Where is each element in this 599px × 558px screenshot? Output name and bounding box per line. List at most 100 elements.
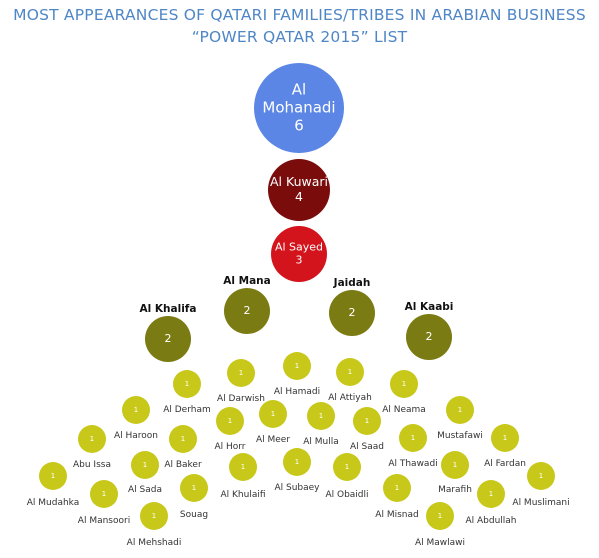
bubble-al-muslimani: 1 Al Muslimani <box>512 462 570 508</box>
bubble-circle-al-saad <box>353 407 381 435</box>
bubble-value-al-mansoori: 1 <box>102 490 106 498</box>
bubble-name-souag: Souag <box>180 510 208 520</box>
bubble-al-darwish: 1 Al Darwish <box>217 359 265 404</box>
bubble-al-obaidli: 1 Al Obaidli <box>325 453 369 500</box>
bubble-name-al-hamadi: Al Hamadi <box>274 387 320 397</box>
bubble-al-mawlawi: 1 Al Mawlawi <box>415 502 465 548</box>
bubble-value-al-darwish: 1 <box>239 369 243 377</box>
bubble-name-al-kuwari: Al Kuwari <box>270 174 328 189</box>
bubble-value-al-sada: 1 <box>143 461 147 469</box>
bubble-souag: 1 Souag <box>180 474 208 520</box>
bubble-value-abu-issa: 1 <box>90 435 94 443</box>
bubble-circle-al-sayed <box>271 226 327 282</box>
bubble-name-al-khulaifi: Al Khulaifi <box>220 490 265 500</box>
bubble-name-al-obaidli: Al Obaidli <box>325 490 368 500</box>
bubble-value-al-abdullah: 1 <box>489 490 493 498</box>
bubble-name-al-haroon: Al Haroon <box>114 431 158 441</box>
bubble-name-al-mansoori: Al Mansoori <box>78 516 130 526</box>
bubble-al-hamadi: 1 Al Hamadi <box>274 352 320 397</box>
bubble-al-derham: 1 Al Derham <box>163 370 211 415</box>
bubble-name-al-fardan: Al Fardan <box>484 459 526 469</box>
bubble-circle-al-obaidli <box>333 453 361 481</box>
bubble-al-abdullah: 1 Al Abdullah <box>465 480 517 526</box>
bubble-circle-al-neama <box>390 370 418 398</box>
bubble-circle-al-sada <box>131 451 159 479</box>
bubble-circle-al-khalifa <box>145 316 191 362</box>
bubble-jaidah: 2 Jaidah <box>329 277 375 336</box>
chart-title: MOST APPEARANCES OF QATARI FAMILIES/TRIB… <box>13 6 586 24</box>
bubble-value-al-neama: 1 <box>402 380 406 388</box>
bubble-al-neama: 1 Al Neama <box>382 370 426 415</box>
bubble-al-kaabi: 2 Al Kaabi <box>405 301 454 360</box>
bubble-circle-al-kuwari <box>268 159 330 221</box>
bubble-circle-al-darwish <box>227 359 255 387</box>
bubble-circle-al-haroon <box>122 396 150 424</box>
chart-subtitle: “POWER QATAR 2015” LIST <box>191 28 408 46</box>
bubble-mustafawi: 1 Mustafawi <box>437 396 483 441</box>
bubble-al-subaey: 1 Al Subaey <box>274 448 320 493</box>
bubble-value-al-misnad: 1 <box>395 484 399 492</box>
bubble-circle-al-attiyah <box>336 358 364 386</box>
bubble-al-meer: 1 Al Meer <box>256 400 290 445</box>
bubble-circle-al-horr <box>216 407 244 435</box>
bubble-circle-al-thawadi <box>399 424 427 452</box>
bubble-value-al-subaey: 1 <box>295 458 299 466</box>
bubble-value-al-fardan: 1 <box>503 434 507 442</box>
bubble-value-al-khalifa: 2 <box>165 332 172 345</box>
bubble-name-al-saad: Al Saad <box>350 442 384 452</box>
bubble-al-haroon: 1 Al Haroon <box>114 396 158 441</box>
bubble-name-al-mana: Al Mana <box>223 275 270 287</box>
bubble-al-fardan: 1 Al Fardan <box>484 424 526 469</box>
bubble-al-mansoori: 1 Al Mansoori <box>78 480 130 526</box>
bubble-name-al-horr: Al Horr <box>214 442 245 452</box>
bubble-name-al-mohanadi: Al <box>292 81 306 99</box>
bubble-circle-al-mudahka <box>39 462 67 490</box>
bubble-al-horr: 1 Al Horr <box>214 407 246 452</box>
bubble-al-mehshadi: 1 Al Mehshadi <box>127 502 181 548</box>
bubble-al-baker: 1 Al Baker <box>164 425 202 470</box>
bubble-name-al-attiyah: Al Attiyah <box>328 393 372 403</box>
bubble-value-marafih: 1 <box>453 461 457 469</box>
bubble-name-al-kaabi: Al Kaabi <box>405 301 454 313</box>
bubble-name-al-khalifa: Al Khalifa <box>140 303 197 315</box>
bubble-value-al-obaidli: 1 <box>345 463 349 471</box>
bubble-circle-al-kaabi <box>406 314 452 360</box>
bubble-circle-souag <box>180 474 208 502</box>
bubble-name-al-mawlawi: Al Mawlawi <box>415 538 465 548</box>
bubble-value-al-muslimani: 1 <box>539 472 543 480</box>
bubble-value-al-kuwari: 4 <box>295 189 303 204</box>
bubble-al-khalifa: 2 Al Khalifa <box>140 303 197 362</box>
bubble-name-al-derham: Al Derham <box>163 405 211 415</box>
bubble-name-abu-issa: Abu Issa <box>73 460 111 470</box>
bubble-name-al-sayed: Al Sayed <box>275 240 323 253</box>
bubble-circle-al-muslimani <box>527 462 555 490</box>
bubble-value-al-thawadi: 1 <box>411 434 415 442</box>
bubble-name-al-abdullah: Al Abdullah <box>465 516 516 526</box>
bubble-circle-al-subaey <box>283 448 311 476</box>
bubble-value-al-hamadi: 1 <box>295 362 299 370</box>
bubble-value-al-sayed: 3 <box>296 254 303 267</box>
bubble-value-al-baker: 1 <box>181 435 185 443</box>
bubble-value-al-mana: 2 <box>244 304 251 317</box>
bubble-circle-al-mana <box>224 288 270 334</box>
bubble-value-mustafawi: 1 <box>458 406 462 414</box>
bubble-circle-jaidah <box>329 290 375 336</box>
bubble-circle-al-mawlawi <box>426 502 454 530</box>
bubble-name-al-muslimani: Al Muslimani <box>512 498 569 508</box>
bubble-value-al-mehshadi: 1 <box>152 512 156 520</box>
bubble-name-al-neama: Al Neama <box>382 405 426 415</box>
bubble-value-al-mawlawi: 1 <box>438 512 442 520</box>
bubble-name-marafih: Marafih <box>438 485 472 495</box>
bubble-value-al-kaabi: 2 <box>426 330 433 343</box>
bubble-circle-al-abdullah <box>477 480 505 508</box>
bubble-circle-al-mulla <box>307 402 335 430</box>
bubble-value-al-saad: 1 <box>365 417 369 425</box>
bubble-name-al-thawadi: Al Thawadi <box>388 459 437 469</box>
bubble-al-misnad: 1 Al Misnad <box>375 474 419 520</box>
bubble-circle-al-mansoori <box>90 480 118 508</box>
bubble-value-al-mohanadi: 6 <box>294 117 304 135</box>
bubble-circle-al-mehshadi <box>140 502 168 530</box>
bubble-name-al-misnad: Al Misnad <box>375 510 418 520</box>
